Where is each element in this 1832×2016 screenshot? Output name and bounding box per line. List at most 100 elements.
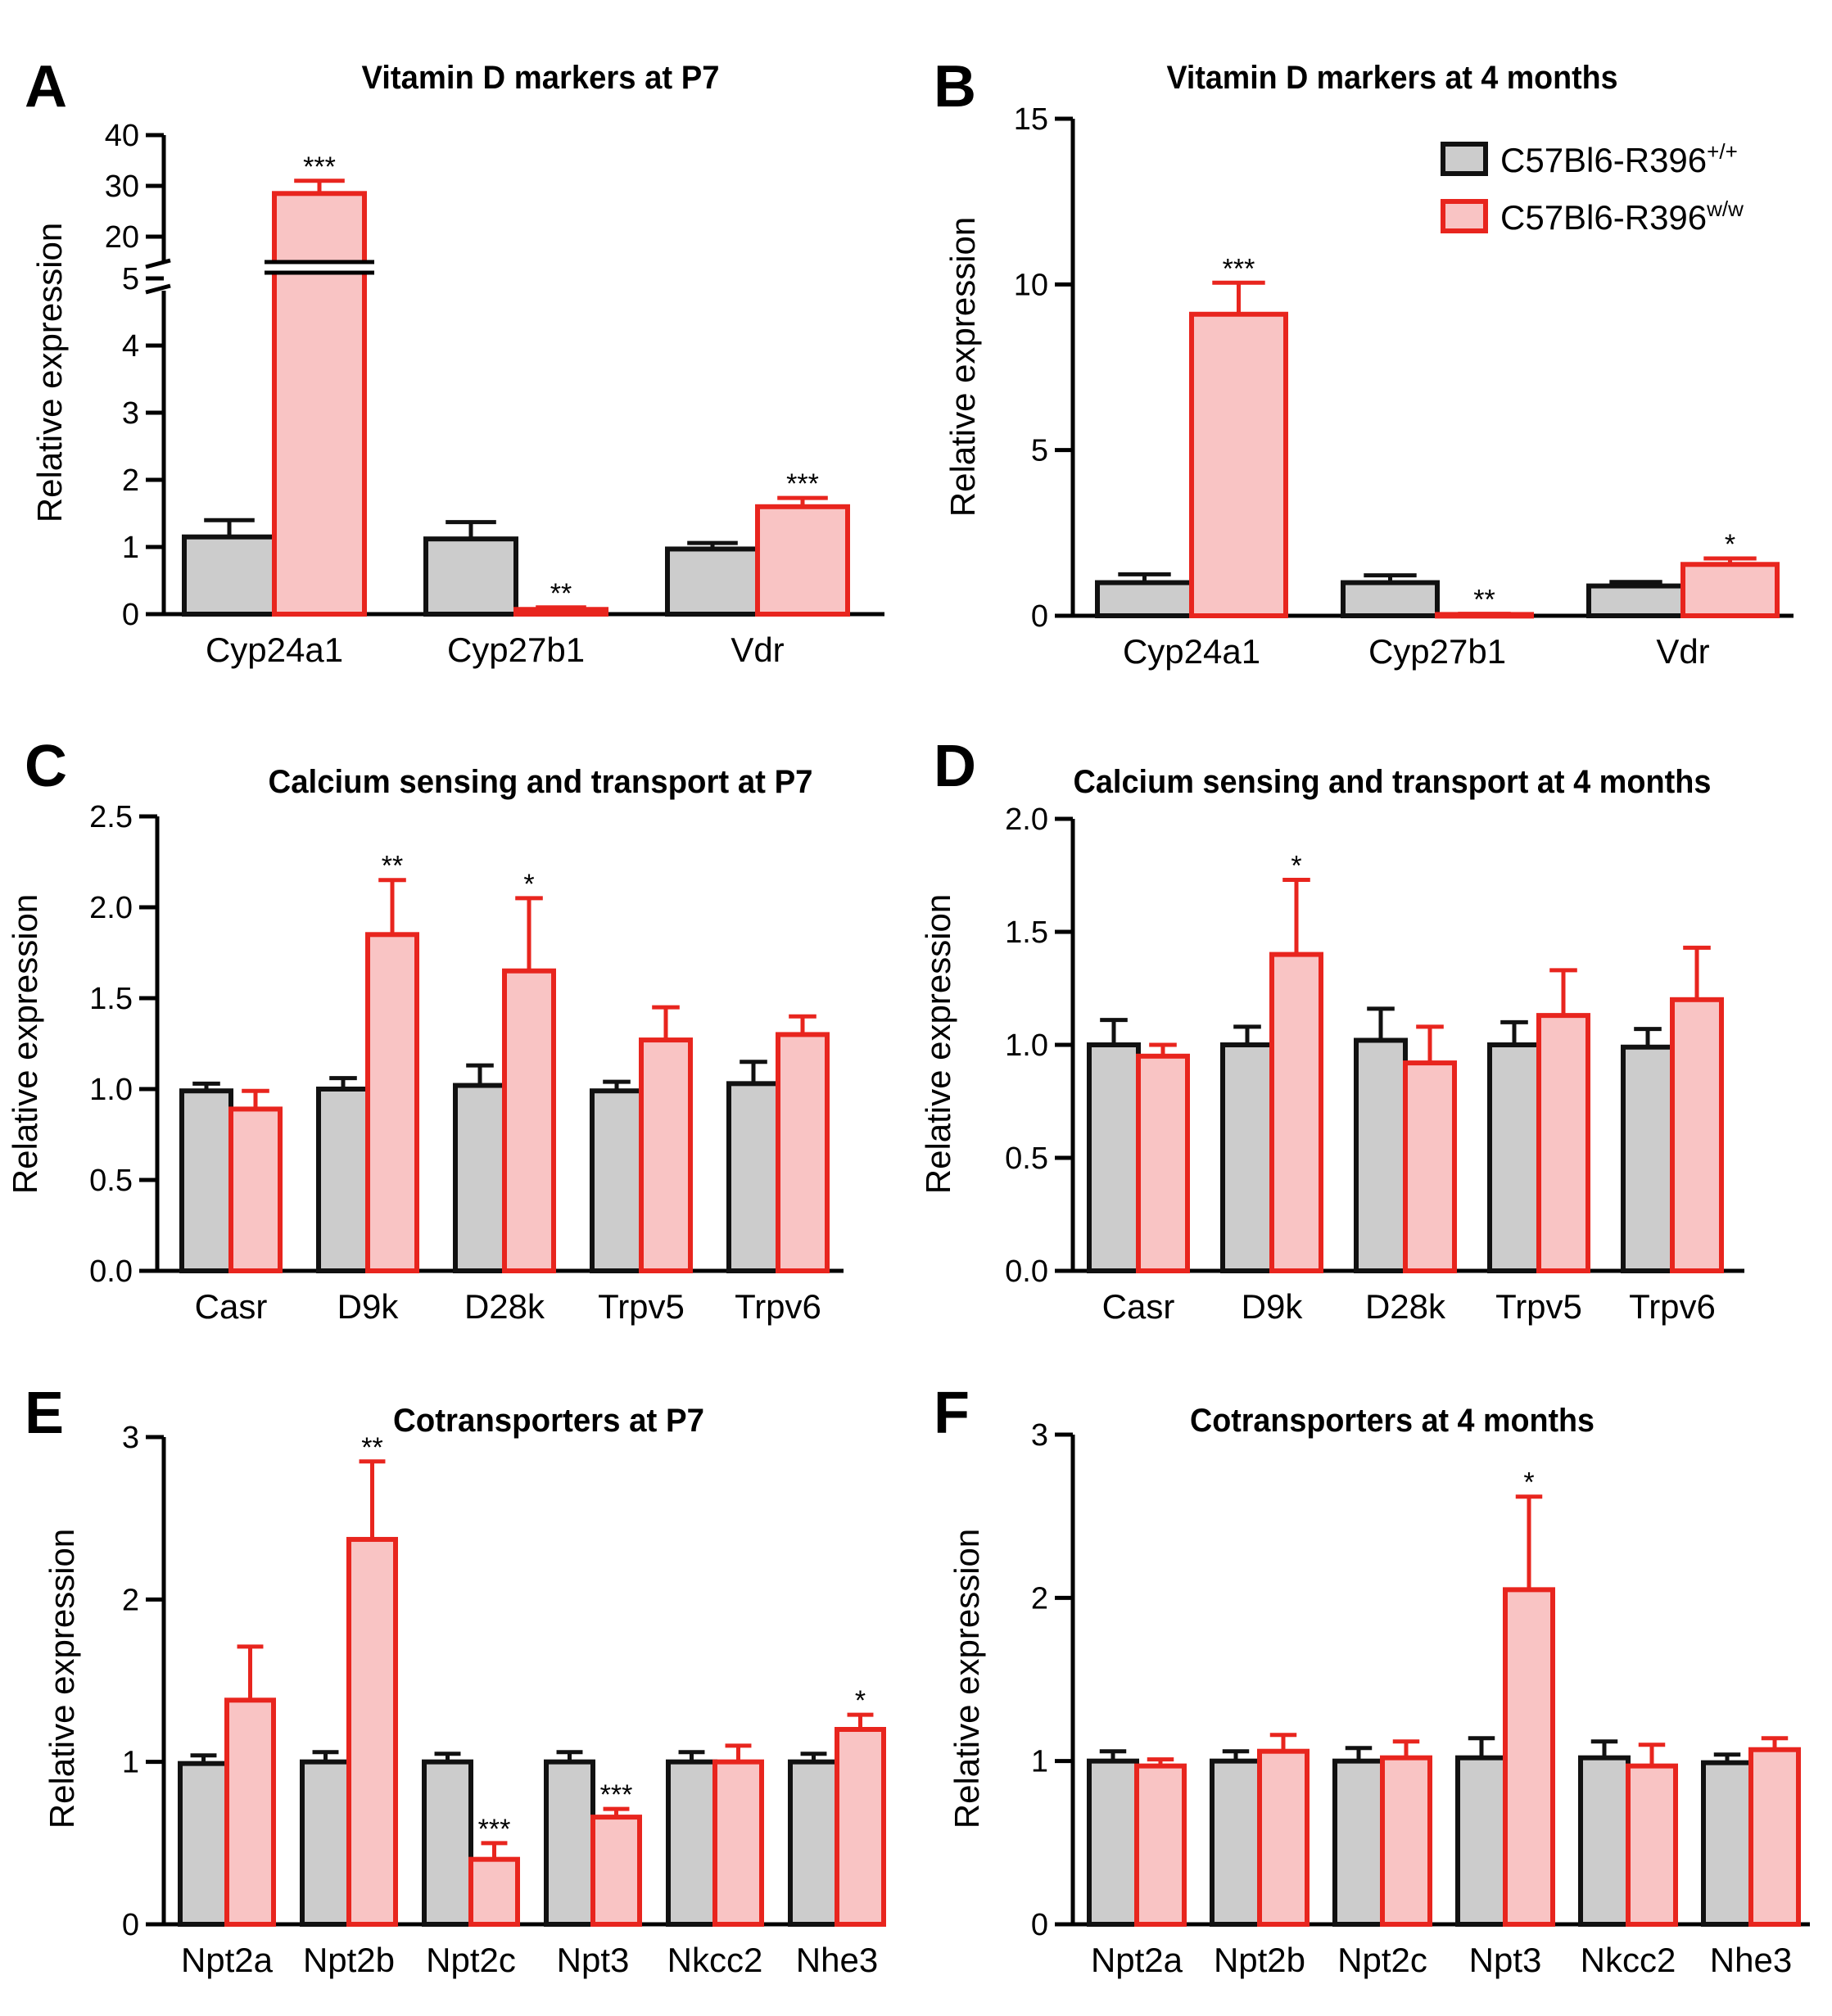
mut-bar: [1680, 562, 1780, 619]
panel-c: C Calcium sensing and transport at P7 Rela…: [6, 734, 844, 1326]
y-tick-label: 15: [1014, 102, 1048, 137]
wt-bar: [1354, 1037, 1408, 1273]
mut-bar: [1536, 1013, 1590, 1273]
y-tick-label: 0: [1031, 1908, 1048, 1942]
wt-bar: [316, 1087, 370, 1273]
mut-bar: [1134, 1763, 1187, 1928]
x-tick-label: Npt2a: [1091, 1941, 1183, 1979]
legend-label: C57Bl6-R396: [1500, 198, 1707, 237]
axis-break-mark: [145, 283, 171, 295]
mut-bar: [1269, 951, 1323, 1273]
wt-bar: [300, 1759, 351, 1928]
mut-bar: [590, 1815, 642, 1928]
panel-letter: F: [934, 1381, 970, 1446]
panel-b: B Vitamin D markers at 4 months Relative e…: [934, 54, 1794, 671]
y-tick-label: 10: [1014, 268, 1048, 302]
y-tick-label: 40: [105, 119, 139, 153]
x-tick-label: Nkcc2: [667, 1941, 763, 1979]
panel-letter: C: [25, 734, 67, 799]
mut-bar: [1380, 1755, 1432, 1927]
wt-bar: [1220, 1042, 1274, 1273]
mut-bar: [1403, 1060, 1457, 1273]
legend-entry-label: C57Bl6-R396w/w: [1500, 197, 1744, 237]
x-tick-label: Npt2c: [426, 1941, 516, 1979]
wt-bar: [726, 1081, 780, 1273]
y-tick-label: 0.5: [1005, 1141, 1048, 1176]
y-axis-label: Relative expression: [6, 894, 44, 1195]
legend-swatch: [1441, 199, 1488, 233]
x-tick-label: Trpv6: [1629, 1287, 1716, 1326]
wt-bar: [788, 1759, 839, 1928]
x-tick-label: Trpv5: [1495, 1287, 1582, 1326]
chart-title: Calcium sensing and transport at 4 month…: [1074, 764, 1712, 800]
y-tick-label: 1: [122, 1746, 139, 1780]
y-tick-label: 4: [122, 329, 139, 364]
y-tick-label: 0: [122, 598, 139, 632]
y-tick-label: 2: [122, 1583, 139, 1617]
chart-title: Calcium sensing and transport at P7: [269, 764, 813, 800]
significance-label: *: [855, 1685, 866, 1716]
y-tick-label: 3: [122, 396, 139, 431]
mut-bar: [712, 1759, 764, 1928]
wt-bar: [422, 1759, 473, 1928]
y-tick-label: 2.0: [89, 891, 133, 925]
wt-bar: [179, 1088, 233, 1273]
panel-e: E Cotransporters at P7 Relative expression…: [25, 1381, 886, 1979]
x-tick-label: Npt3: [1469, 1941, 1542, 1979]
wt-bar: [1095, 580, 1194, 618]
y-tick-label: 5: [122, 262, 139, 296]
mut-bar: [1748, 1747, 1801, 1928]
mut-bar: [1670, 997, 1724, 1274]
y-tick-label: 3: [122, 1421, 139, 1455]
wt-bar: [1621, 1044, 1675, 1273]
chart-title: Cotransporters at 4 months: [1190, 1403, 1595, 1439]
y-tick-label: 1: [1031, 1745, 1048, 1779]
wt-bar: [590, 1088, 644, 1273]
y-tick-label: 0: [122, 1908, 139, 1942]
mut-bar: [1435, 612, 1534, 619]
panel-f: F Cotransporters at 4 months Relative expr…: [934, 1381, 1810, 1979]
panel-d: D Calcium sensing and transport at 4 mont…: [919, 734, 1744, 1326]
legend-swatch: [1441, 142, 1488, 176]
x-tick-label: Npt2b: [303, 1941, 395, 1979]
panel-letter: B: [934, 54, 976, 120]
y-tick-label: 20: [105, 220, 139, 255]
significance-label: *: [523, 869, 534, 900]
significance-label: *: [1725, 529, 1735, 560]
wt-bar: [182, 534, 277, 617]
wt-bar: [1341, 580, 1440, 618]
mut-bar: [1503, 1587, 1555, 1928]
mut-bar: [468, 1856, 520, 1928]
wt-bar: [665, 546, 760, 617]
mut-bar: [224, 1697, 276, 1928]
y-tick-label: 2: [122, 463, 139, 498]
wt-bar: [666, 1759, 717, 1928]
x-tick-label: Npt2b: [1214, 1941, 1305, 1979]
x-tick-label: D28k: [1365, 1287, 1446, 1326]
x-tick-label: Cyp24a1: [1123, 632, 1260, 671]
y-tick-label: 0.0: [1005, 1254, 1048, 1289]
significance-label: ***: [478, 1814, 511, 1845]
wt-bar: [1332, 1758, 1385, 1928]
chart-title: Cotransporters at P7: [393, 1403, 704, 1439]
x-tick-label: Cyp24a1: [206, 631, 343, 669]
significance-label: **: [382, 851, 403, 882]
mut-bar: [755, 504, 850, 617]
x-tick-label: Nhe3: [1710, 1941, 1792, 1979]
significance-label: **: [550, 578, 572, 609]
y-tick-label: 1.0: [1005, 1028, 1048, 1063]
x-tick-label: Vdr: [1656, 632, 1709, 671]
axis-break-mark: [145, 258, 171, 269]
x-tick-label: Npt2c: [1337, 1941, 1427, 1979]
legend-superscript: w/w: [1706, 197, 1744, 221]
wt-bar: [178, 1761, 229, 1927]
mut-bar: [639, 1037, 693, 1274]
y-axis-label: Relative expression: [43, 1529, 81, 1829]
wt-bar: [1701, 1760, 1753, 1927]
mut-bar: [502, 968, 556, 1273]
mut-bar: [365, 932, 419, 1274]
legend-entry-label: C57Bl6-R396+/+: [1500, 139, 1738, 179]
y-axis-label: Relative expression: [919, 894, 957, 1195]
mut-bar: [1626, 1763, 1678, 1928]
